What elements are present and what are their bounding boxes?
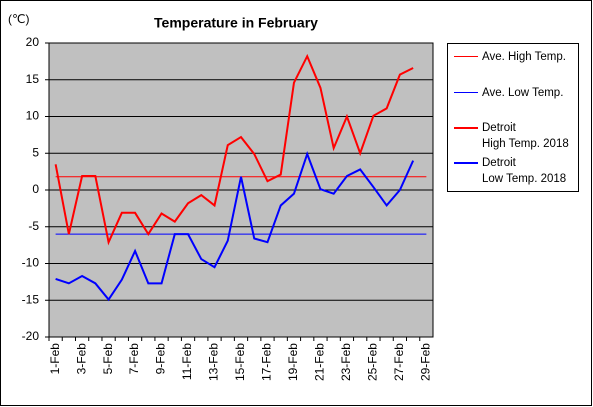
x-tick-label: 15-Feb xyxy=(233,343,247,381)
y-tick-label: 0 xyxy=(32,182,39,196)
x-tick-label: 1-Feb xyxy=(48,343,62,375)
x-tick-label: 25-Feb xyxy=(366,343,380,381)
legend-entry: Detroit Low Temp. 2018 xyxy=(454,155,566,187)
legend-swatch xyxy=(454,127,478,129)
x-tick-label: 27-Feb xyxy=(392,343,406,381)
x-tick-label: 21-Feb xyxy=(313,343,327,381)
x-tick-label: 9-Feb xyxy=(154,343,168,375)
legend-swatch xyxy=(454,92,478,93)
x-tick-label: 23-Feb xyxy=(339,343,353,381)
x-tick-label: 3-Feb xyxy=(74,343,88,375)
chart-title: Temperature in February xyxy=(154,15,318,31)
legend-swatch xyxy=(454,56,478,57)
x-tick-label: 5-Feb xyxy=(101,343,115,375)
series-line xyxy=(54,53,414,246)
y-tick-label: 10 xyxy=(26,109,40,123)
legend-entry: Ave. High Temp. xyxy=(454,49,566,65)
legend: Ave. High Temp. Ave. Low Temp. Detroit Hig… xyxy=(447,43,579,192)
y-tick-label: 20 xyxy=(26,35,40,49)
legend-label: Ave. High Temp. xyxy=(482,51,566,63)
x-tick-label: 17-Feb xyxy=(260,343,274,381)
plot-border xyxy=(48,42,434,338)
legend-label: Detroit High Temp. 2018 xyxy=(482,122,569,150)
x-tick-label: 19-Feb xyxy=(286,343,300,381)
y-tick-label: -10 xyxy=(22,256,40,270)
x-tick-label: 13-Feb xyxy=(207,343,221,381)
legend-swatch xyxy=(454,162,478,164)
y-tick-label: 15 xyxy=(26,72,40,86)
legend-label: Detroit Low Temp. 2018 xyxy=(482,157,567,185)
series-line xyxy=(55,150,415,302)
x-tick-label: 7-Feb xyxy=(127,343,141,375)
legend-entry: Ave. Low Temp. xyxy=(454,85,563,101)
x-tick-label: 29-Feb xyxy=(419,343,433,381)
legend-entry: Detroit High Temp. 2018 xyxy=(454,120,569,152)
y-tick-label: -15 xyxy=(22,292,40,306)
y-tick-label: 5 xyxy=(32,145,39,159)
x-tick-label: 11-Feb xyxy=(180,343,194,380)
y-tick-label: -20 xyxy=(22,329,40,343)
legend-label: Ave. Low Temp. xyxy=(482,87,564,99)
y-axis-label: (℃) xyxy=(8,12,29,26)
y-tick-label: -5 xyxy=(28,219,39,233)
